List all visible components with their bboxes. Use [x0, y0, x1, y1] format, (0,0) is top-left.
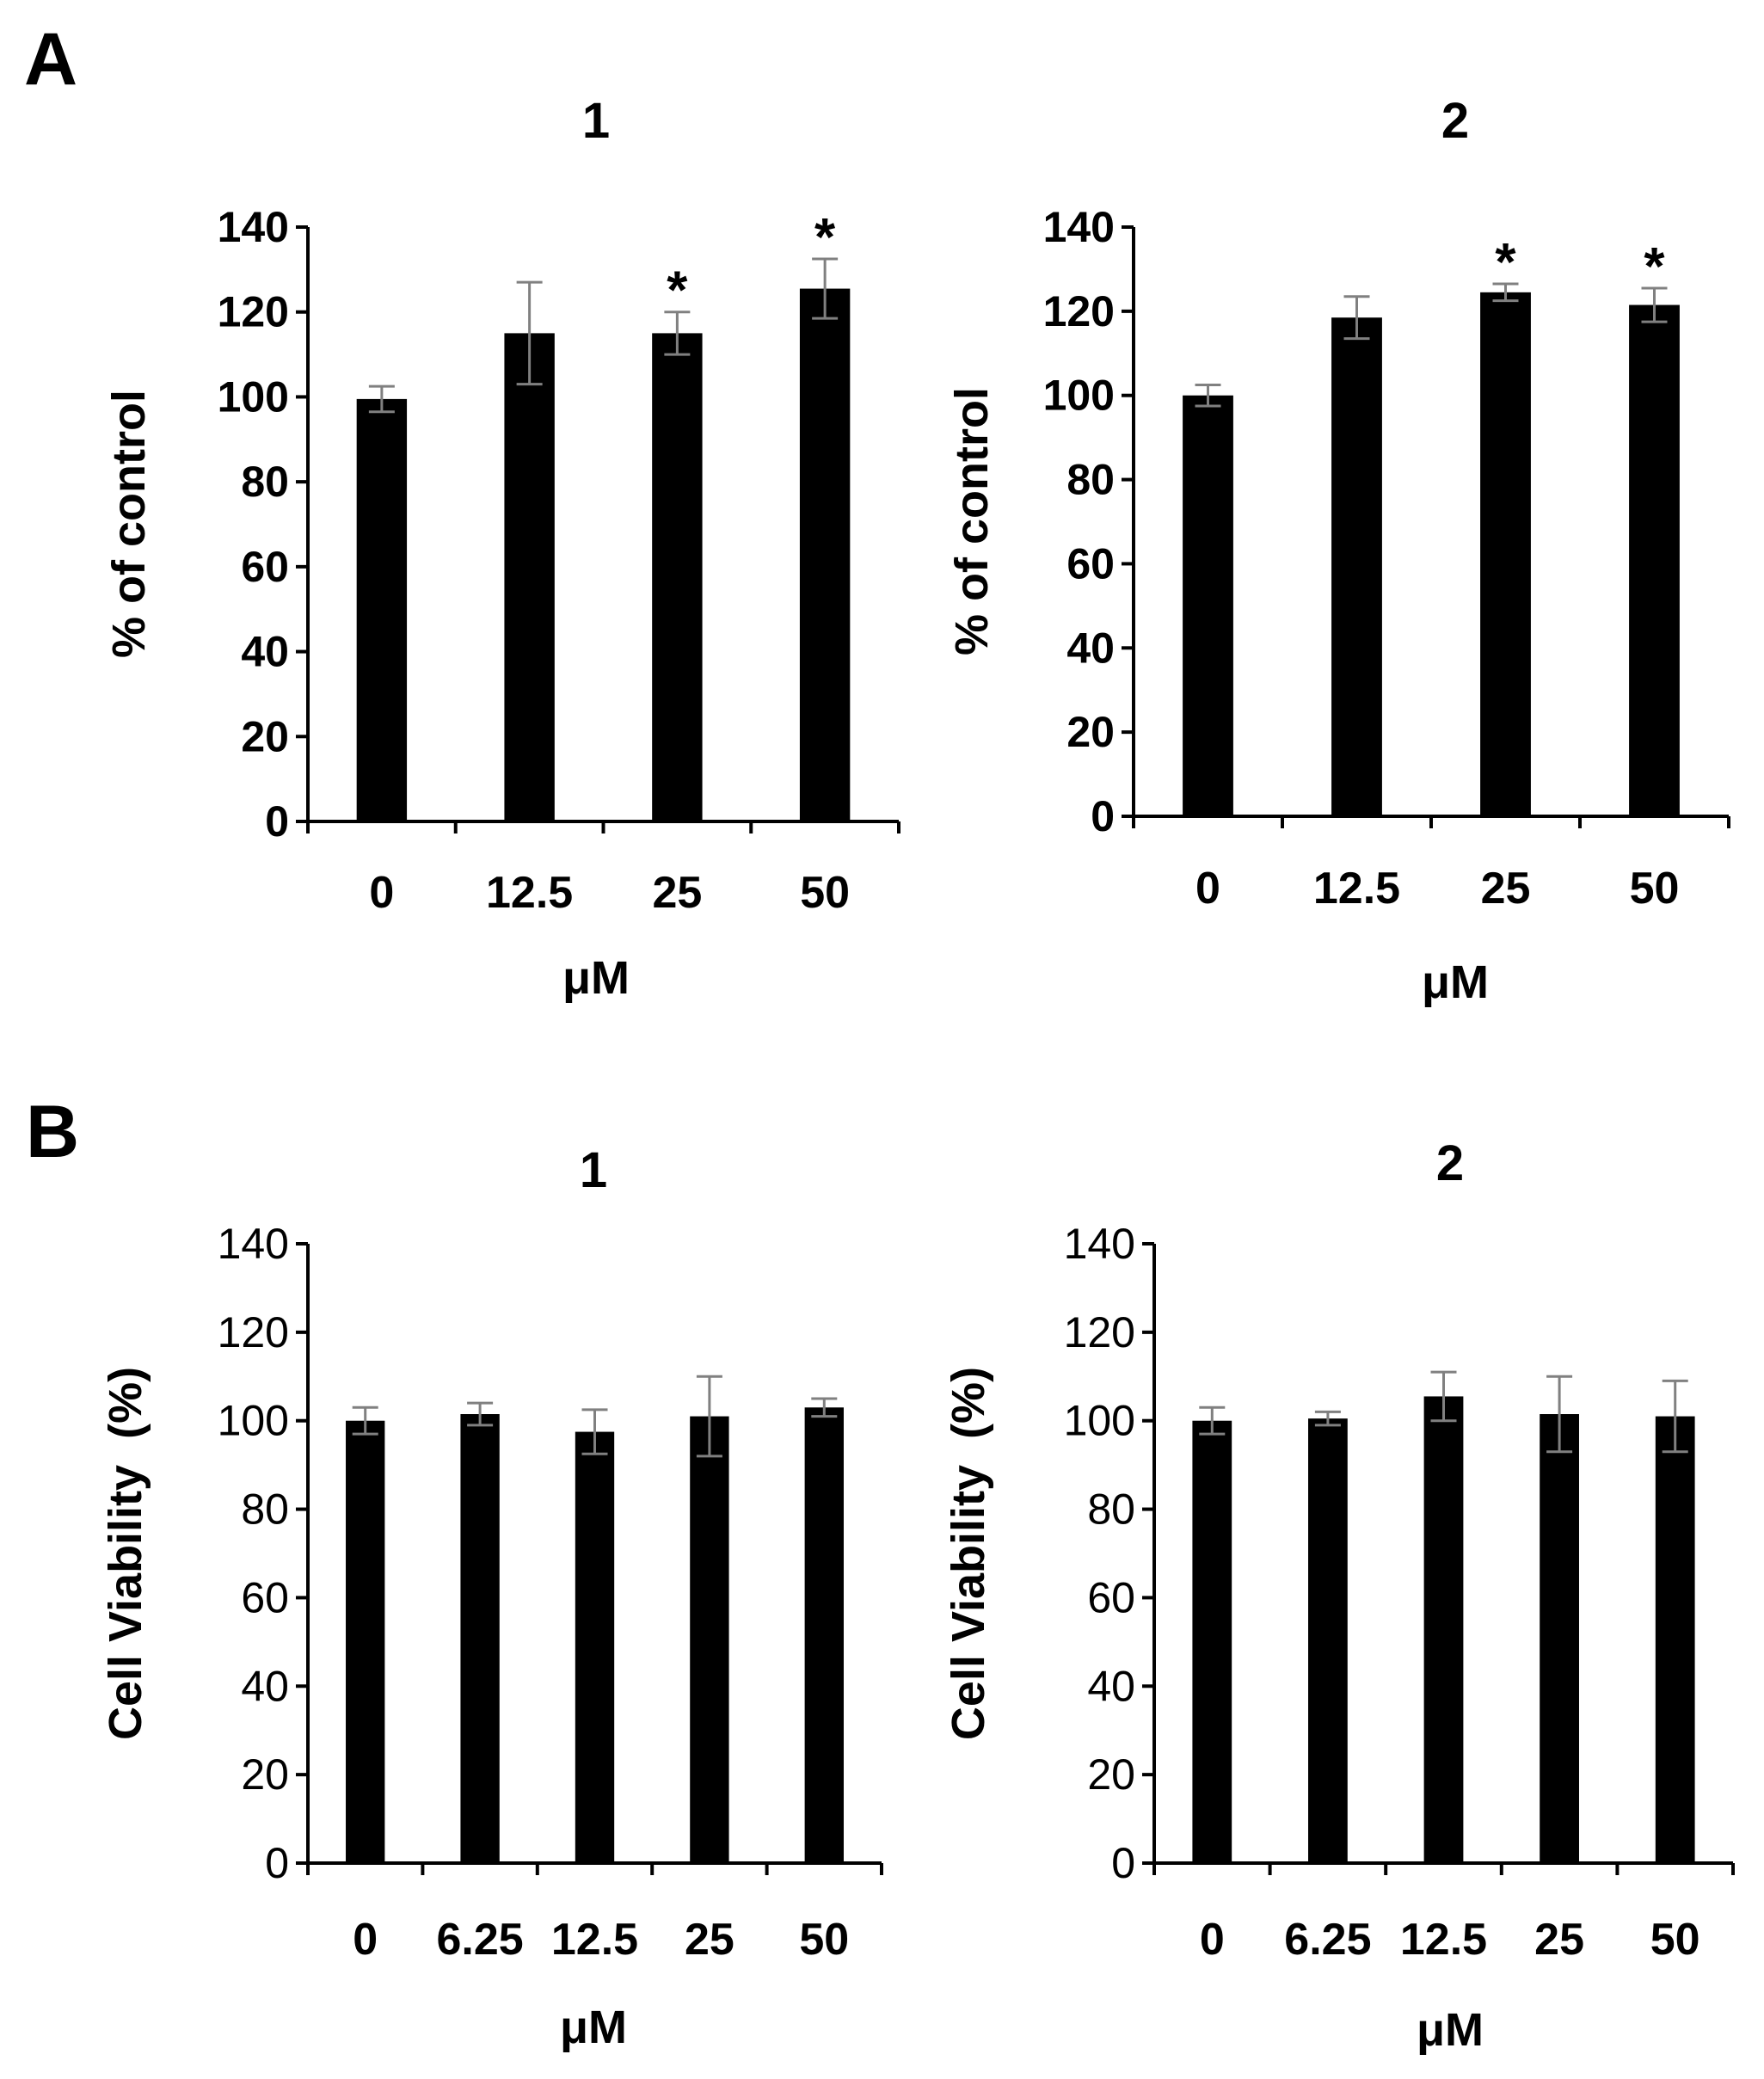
x-axis-label: μM — [1422, 956, 1489, 1008]
chart-title: 1 — [580, 1142, 607, 1198]
x-tick-label: 12.5 — [551, 1915, 638, 1965]
x-tick-label: 6.25 — [436, 1915, 523, 1965]
significance-marker: * — [1644, 237, 1665, 297]
x-tick-label: 50 — [799, 1915, 849, 1965]
bar — [504, 333, 555, 822]
y-tick-label: 120 — [218, 288, 289, 336]
bar — [575, 1431, 615, 1863]
x-tick-label: 25 — [652, 868, 702, 918]
x-tick-label: 0 — [1195, 864, 1220, 913]
panel-label-a: A — [24, 18, 77, 101]
bar — [652, 333, 703, 822]
significance-marker: * — [814, 208, 836, 268]
bar — [1331, 317, 1382, 817]
bar — [1423, 1396, 1464, 1863]
bar — [1183, 395, 1233, 816]
x-tick-label: 25 — [1534, 1915, 1584, 1965]
y-axis-label: % of control — [103, 390, 155, 658]
y-tick-label: 80 — [1087, 1485, 1135, 1534]
significance-marker: * — [1495, 233, 1516, 292]
bar — [690, 1416, 729, 1863]
y-tick-label: 60 — [1066, 539, 1115, 587]
y-tick-label: 0 — [1091, 792, 1115, 840]
y-tick-label: 40 — [241, 1662, 289, 1710]
x-axis-label: μM — [562, 952, 630, 1004]
bar — [1192, 1420, 1232, 1863]
x-axis-label: μM — [1417, 2004, 1484, 2056]
bar — [799, 288, 851, 821]
y-tick-label: 60 — [1087, 1573, 1135, 1621]
y-tick-label: 20 — [1087, 1750, 1135, 1799]
chart-1: 1 0 20 40 60 80 100 120 140 0 12.5 25 * 50 * μM % of con… — [103, 93, 900, 1004]
x-tick-label: 50 — [800, 868, 850, 918]
y-tick-label: 60 — [241, 543, 289, 591]
x-tick-label: 25 — [685, 1915, 734, 1965]
y-tick-label: 20 — [241, 712, 289, 760]
y-axis-label: % of control — [946, 387, 998, 655]
x-tick-label: 6.25 — [1284, 1915, 1371, 1965]
y-axis-label: Cell Viability (%) — [943, 1367, 994, 1740]
x-axis-label: μM — [560, 2002, 627, 2053]
y-tick-label: 60 — [241, 1573, 289, 1621]
y-tick-label: 120 — [1064, 1308, 1135, 1356]
y-tick-label: 100 — [218, 372, 289, 421]
bar — [1629, 304, 1680, 817]
x-tick-label: 50 — [1650, 1915, 1700, 1965]
y-tick-label: 20 — [241, 1750, 289, 1799]
y-tick-label: 100 — [1064, 1397, 1135, 1445]
chart-title: 2 — [1441, 93, 1469, 149]
y-tick-label: 0 — [265, 1839, 289, 1887]
bar — [1655, 1416, 1695, 1863]
x-tick-label: 50 — [1630, 864, 1680, 913]
x-tick-label: 12.5 — [1313, 864, 1400, 913]
bar — [1480, 292, 1531, 816]
y-tick-label: 40 — [1087, 1662, 1135, 1710]
bar — [346, 1420, 385, 1863]
y-tick-label: 0 — [1111, 1839, 1135, 1887]
bar — [1540, 1414, 1579, 1863]
chart-title: 1 — [582, 93, 610, 149]
x-tick-label: 25 — [1481, 864, 1531, 913]
y-axis-label: Cell Viability (%) — [100, 1367, 151, 1740]
y-tick-label: 100 — [218, 1397, 289, 1445]
y-tick-label: 140 — [218, 1220, 289, 1268]
y-tick-label: 80 — [241, 458, 289, 506]
y-tick-label: 120 — [1043, 287, 1115, 335]
bar — [1308, 1418, 1348, 1863]
bar — [356, 398, 408, 821]
y-tick-label: 20 — [1066, 708, 1115, 756]
chart-3: 1 0 20 40 60 80 100 120 140 0 6.25 12.5 25 50 μM Cell V… — [100, 1142, 883, 2053]
y-tick-label: 80 — [1066, 456, 1115, 504]
x-tick-label: 0 — [1200, 1915, 1225, 1965]
y-tick-label: 100 — [1043, 372, 1115, 420]
panel-label-b: B — [26, 1091, 79, 1173]
significance-marker: * — [667, 261, 688, 321]
x-tick-label: 12.5 — [486, 868, 573, 918]
x-tick-label: 0 — [369, 868, 394, 918]
x-tick-label: 0 — [353, 1915, 378, 1965]
y-tick-label: 80 — [241, 1485, 289, 1534]
y-tick-label: 0 — [265, 797, 289, 846]
x-tick-label: 12.5 — [1400, 1915, 1487, 1965]
chart-title: 2 — [1436, 1135, 1464, 1191]
y-tick-label: 140 — [1064, 1220, 1135, 1268]
bar — [804, 1407, 844, 1863]
y-tick-label: 40 — [1066, 624, 1115, 672]
y-tick-label: 140 — [218, 203, 289, 251]
y-tick-label: 120 — [218, 1308, 289, 1356]
bar — [460, 1414, 500, 1863]
y-tick-label: 40 — [241, 628, 289, 676]
y-tick-label: 140 — [1043, 203, 1115, 251]
